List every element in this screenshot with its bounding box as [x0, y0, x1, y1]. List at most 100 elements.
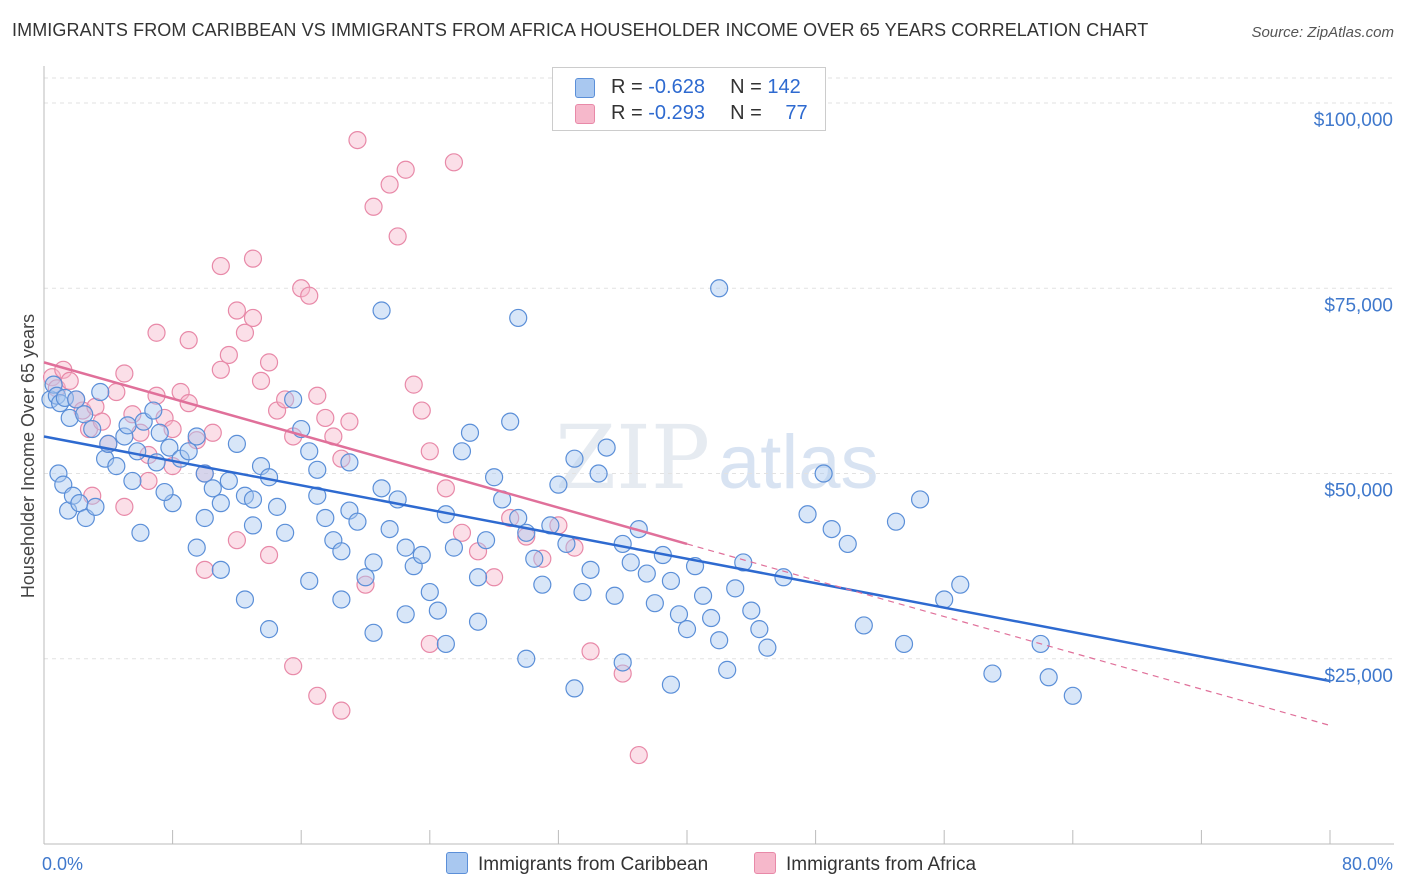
caribbean-legend-label: Immigrants from Caribbean — [478, 854, 709, 875]
caribbean-point — [150, 423, 169, 442]
caribbean-point — [428, 601, 447, 620]
caribbean-point — [485, 468, 504, 487]
caribbean-point — [396, 538, 415, 557]
caribbean-point — [613, 534, 632, 554]
x-tick-label-max: 80.0% — [1342, 854, 1393, 874]
caribbean-point — [243, 516, 263, 535]
caribbean-point — [854, 616, 873, 635]
y-tick-label: $75,000 — [1324, 295, 1393, 316]
africa-trend-extension — [686, 543, 1331, 727]
caribbean-point — [308, 460, 327, 479]
grid — [44, 77, 1394, 660]
watermark: ZIP atlas — [555, 406, 879, 509]
africa-point — [179, 331, 198, 350]
caribbean-point — [195, 508, 214, 528]
y-tick-label: $100,000 — [1314, 110, 1393, 131]
caribbean-point — [621, 553, 640, 572]
axes — [43, 66, 1394, 845]
caribbean-point — [693, 586, 713, 605]
caribbean-point — [155, 482, 174, 502]
caribbean-point — [501, 412, 520, 431]
legend-caribbean-r: -0.628 — [648, 76, 705, 98]
caribbean-point — [637, 564, 656, 583]
caribbean-point — [565, 679, 584, 698]
caribbean-point — [549, 475, 568, 494]
caribbean-point — [179, 442, 198, 461]
africa-point — [284, 657, 303, 676]
africa-point — [107, 382, 126, 402]
caribbean-point — [300, 571, 319, 591]
africa-point — [251, 371, 271, 391]
caribbean-point — [710, 279, 729, 298]
africa-point — [211, 360, 230, 379]
africa-point — [444, 153, 464, 172]
legend-africa-n: 77 — [785, 102, 808, 124]
caribbean-point — [589, 464, 608, 483]
africa-point — [396, 160, 415, 179]
africa-point — [436, 479, 455, 498]
caribbean-point — [742, 601, 761, 620]
caribbean-point — [95, 449, 115, 468]
caribbean-point — [44, 375, 63, 394]
legend-africa-r: -0.293 — [648, 102, 705, 124]
caribbean-point — [227, 434, 246, 453]
africa-legend-swatch — [754, 852, 776, 874]
africa-point — [348, 130, 367, 150]
axis-labels: Householder Income Over 65 years 0.0% 80… — [18, 110, 1393, 874]
africa-point — [629, 745, 648, 765]
caribbean-point — [661, 571, 681, 591]
africa-point — [308, 686, 327, 705]
caribbean-point — [396, 605, 415, 624]
caribbean-point — [1063, 686, 1082, 705]
caribbean-point — [460, 423, 480, 442]
africa-point — [195, 560, 214, 579]
caribbean-point — [160, 438, 179, 457]
caribbean-point — [187, 427, 206, 446]
caribbean-point — [219, 471, 238, 491]
legend-r-label: R = — [611, 102, 643, 124]
caribbean-point — [364, 623, 383, 642]
caribbean-point — [316, 508, 335, 528]
caribbean-point — [702, 608, 721, 628]
caribbean-point — [452, 442, 472, 461]
watermark-zip: ZIP — [555, 406, 710, 509]
caribbean-point — [118, 416, 137, 435]
africa-point — [485, 568, 504, 587]
caribbean-points — [41, 279, 1082, 705]
caribbean-point — [517, 649, 536, 668]
caribbean-point — [661, 675, 681, 694]
caribbean-point — [235, 590, 255, 609]
caribbean-trend-line — [43, 435, 1331, 683]
caribbean-point — [677, 620, 697, 639]
africa-swatch — [575, 104, 595, 124]
africa-point — [42, 368, 62, 387]
caribbean-point — [372, 479, 391, 498]
africa-point — [412, 401, 431, 420]
africa-point — [115, 364, 134, 383]
source-label: Source: ZipAtlas.com — [1251, 24, 1394, 41]
caribbean-point — [1039, 668, 1058, 687]
caribbean-point — [107, 457, 126, 476]
caribbean-point — [187, 538, 206, 557]
caribbean-point — [267, 497, 287, 516]
africa-point — [243, 308, 263, 328]
caribbean-point — [356, 568, 375, 587]
africa-point — [364, 197, 383, 216]
africa-point — [332, 701, 351, 720]
caribbean-point — [332, 590, 351, 609]
africa-point — [259, 545, 279, 565]
correlation-legend: R = -0.628 N = 142 R = -0.293 N = 77 — [552, 67, 826, 131]
x-tick-label-min: 0.0% — [42, 854, 83, 874]
caribbean-point — [814, 464, 833, 483]
caribbean-point — [509, 308, 528, 328]
africa-point — [420, 442, 439, 461]
caribbean-point — [726, 579, 745, 598]
africa-legend-label: Immigrants from Africa — [786, 854, 977, 875]
africa-point — [316, 408, 335, 428]
caribbean-point — [468, 568, 488, 587]
africa-point — [139, 471, 158, 491]
africa-point — [420, 634, 439, 654]
caribbean-point — [613, 653, 632, 672]
caribbean-point — [565, 449, 584, 468]
